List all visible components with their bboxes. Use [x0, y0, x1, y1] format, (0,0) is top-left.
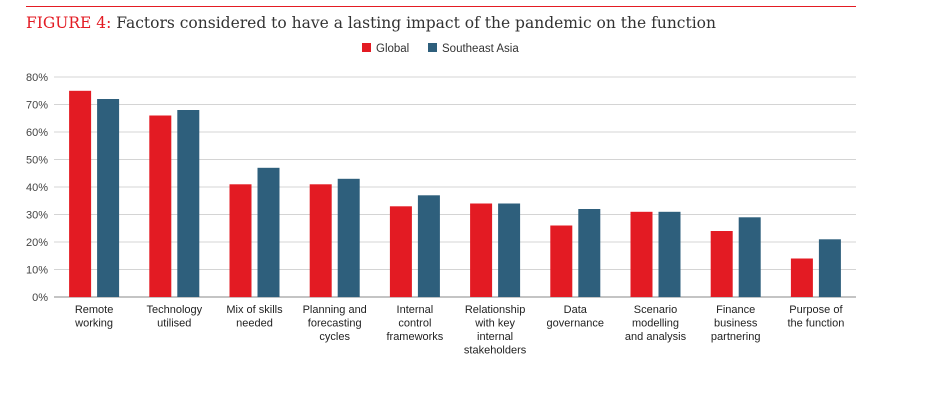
x-category-label: with key [474, 318, 515, 330]
x-category-label: utilised [157, 318, 191, 330]
bar-global [229, 184, 252, 298]
y-tick-label: 10% [26, 265, 48, 277]
x-category-label: working [74, 318, 113, 330]
figure-title: Factors considered to have a lasting imp… [116, 14, 716, 32]
x-category-label: business [714, 318, 758, 330]
category-group [149, 110, 200, 297]
y-tick-label: 0% [32, 292, 48, 304]
x-category-label: forecasting [308, 318, 362, 330]
x-category-label: internal [477, 331, 513, 343]
bar-global [790, 258, 813, 297]
y-tick-label: 80% [26, 72, 48, 84]
legend-swatch-southeast-asia [428, 43, 437, 52]
y-tick-label: 30% [26, 210, 48, 222]
category-group [69, 90, 120, 298]
title-rule [26, 6, 856, 7]
bar-southeast-asia [97, 99, 120, 297]
category-group [229, 167, 280, 298]
bar-southeast-asia [738, 217, 761, 298]
bar-southeast-asia [417, 195, 440, 298]
x-category-label: governance [547, 318, 605, 330]
x-category-label: needed [236, 318, 273, 330]
x-category-label: and analysis [625, 331, 687, 343]
bar-global [470, 203, 493, 297]
x-category-label: cycles [319, 331, 350, 343]
x-category-label: the function [787, 318, 844, 330]
category-group [790, 239, 841, 298]
bar-southeast-asia [177, 110, 200, 297]
category-group [309, 178, 360, 298]
bar-southeast-asia [658, 211, 681, 298]
x-category-label: Remote [75, 304, 114, 316]
chart-title: FIGURE 4: Factors considered to have a l… [26, 14, 716, 32]
x-category-label: Purpose of [789, 304, 843, 316]
x-category-label: Internal [397, 304, 434, 316]
category-group [550, 209, 601, 297]
x-category-label: Technology [146, 304, 202, 316]
x-category-label: Mix of skills [226, 304, 283, 316]
category-group [470, 203, 521, 297]
legend-label-global: Global [376, 43, 409, 55]
x-category-label: Relationship [465, 304, 526, 316]
category-group [710, 217, 761, 298]
y-tick-label: 40% [26, 182, 48, 194]
y-tick-label: 60% [26, 127, 48, 139]
x-category-label: partnering [711, 331, 761, 343]
legend-swatch-global [362, 43, 371, 52]
category-group [389, 195, 440, 298]
x-category-label: modelling [632, 318, 679, 330]
bar-southeast-asia [498, 203, 521, 297]
y-tick-label: 50% [26, 155, 48, 167]
bar-southeast-asia [337, 178, 360, 298]
category-group [630, 211, 681, 298]
bar-global [710, 231, 733, 297]
bar-global [550, 225, 573, 297]
bar-southeast-asia [818, 239, 841, 298]
bar-global [630, 211, 653, 298]
bar-global [309, 184, 332, 298]
x-category-label: Scenario [634, 304, 677, 316]
x-category-label: control [398, 318, 431, 330]
bar-global [149, 115, 172, 297]
bar-global [69, 90, 92, 298]
bar-southeast-asia [578, 209, 601, 297]
figure-label: FIGURE 4: [26, 14, 112, 32]
bar-southeast-asia [257, 167, 280, 298]
y-tick-label: 20% [26, 237, 48, 249]
x-category-label: frameworks [386, 331, 443, 343]
x-category-label: Finance [716, 304, 755, 316]
x-category-label: stakeholders [464, 345, 527, 357]
x-category-label: Planning and [303, 304, 367, 316]
legend-label-southeast-asia: Southeast Asia [442, 43, 519, 55]
bar-global [389, 206, 412, 298]
x-category-label: Data [564, 304, 588, 316]
y-tick-label: 70% [26, 100, 48, 112]
